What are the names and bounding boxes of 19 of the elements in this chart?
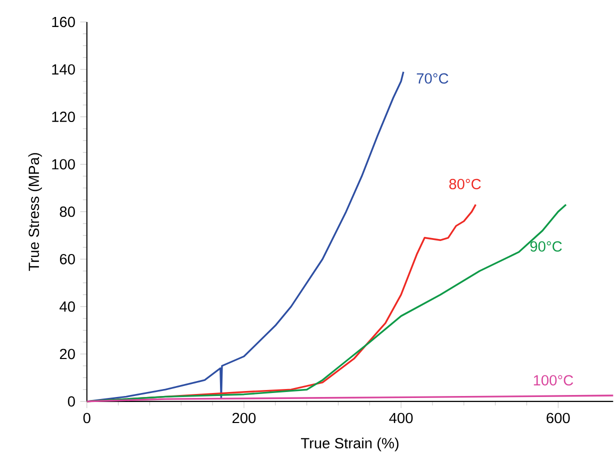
x-tick-label: 400	[389, 412, 413, 423]
y-tick-label: 120	[52, 111, 75, 122]
y-tick-label: 60	[60, 254, 75, 264]
x-axis-title: True Strain (%)	[300, 437, 398, 452]
x-tick-label: 600	[546, 412, 570, 423]
series-label: 100°C	[534, 374, 574, 386]
x-tick-label: 0	[83, 412, 90, 423]
series-label: 80°C	[449, 178, 481, 190]
y-tick-label: 0	[68, 396, 75, 406]
series-label: 90°C	[530, 241, 562, 252]
series-label: 70°C	[416, 73, 448, 84]
y-tick-label: 140	[52, 64, 75, 74]
y-tick-label: 80	[60, 206, 75, 217]
y-tick-label: 20	[60, 348, 75, 360]
y-tick-label: 40	[60, 301, 75, 312]
y-tick-label: 160	[52, 16, 75, 27]
x-tick-label: 200	[232, 412, 256, 423]
y-axis-title: True Stress (MPa)	[28, 152, 42, 271]
y-tick-label: 100	[52, 158, 75, 170]
